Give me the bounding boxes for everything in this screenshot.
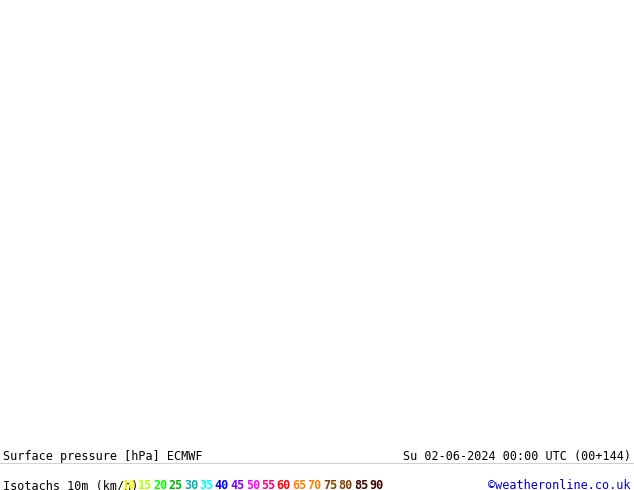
- Text: 25: 25: [169, 479, 183, 490]
- Text: 40: 40: [215, 479, 229, 490]
- Text: 50: 50: [246, 479, 260, 490]
- Text: 20: 20: [153, 479, 167, 490]
- Text: 15: 15: [138, 479, 152, 490]
- Text: 70: 70: [307, 479, 322, 490]
- Text: 45: 45: [230, 479, 245, 490]
- Text: 75: 75: [323, 479, 337, 490]
- Text: 60: 60: [276, 479, 291, 490]
- Text: 80: 80: [339, 479, 353, 490]
- Text: 90: 90: [370, 479, 384, 490]
- Text: 30: 30: [184, 479, 198, 490]
- Text: 10: 10: [122, 479, 136, 490]
- Text: ©weatheronline.co.uk: ©weatheronline.co.uk: [489, 479, 631, 490]
- Text: 55: 55: [261, 479, 276, 490]
- Text: 65: 65: [292, 479, 306, 490]
- Text: 85: 85: [354, 479, 368, 490]
- Text: 35: 35: [199, 479, 214, 490]
- Text: Surface pressure [hPa] ECMWF: Surface pressure [hPa] ECMWF: [3, 450, 202, 463]
- Text: Su 02-06-2024 00:00 UTC (00+144): Su 02-06-2024 00:00 UTC (00+144): [403, 450, 631, 463]
- Text: Isotachs 10m (km/h): Isotachs 10m (km/h): [3, 479, 145, 490]
